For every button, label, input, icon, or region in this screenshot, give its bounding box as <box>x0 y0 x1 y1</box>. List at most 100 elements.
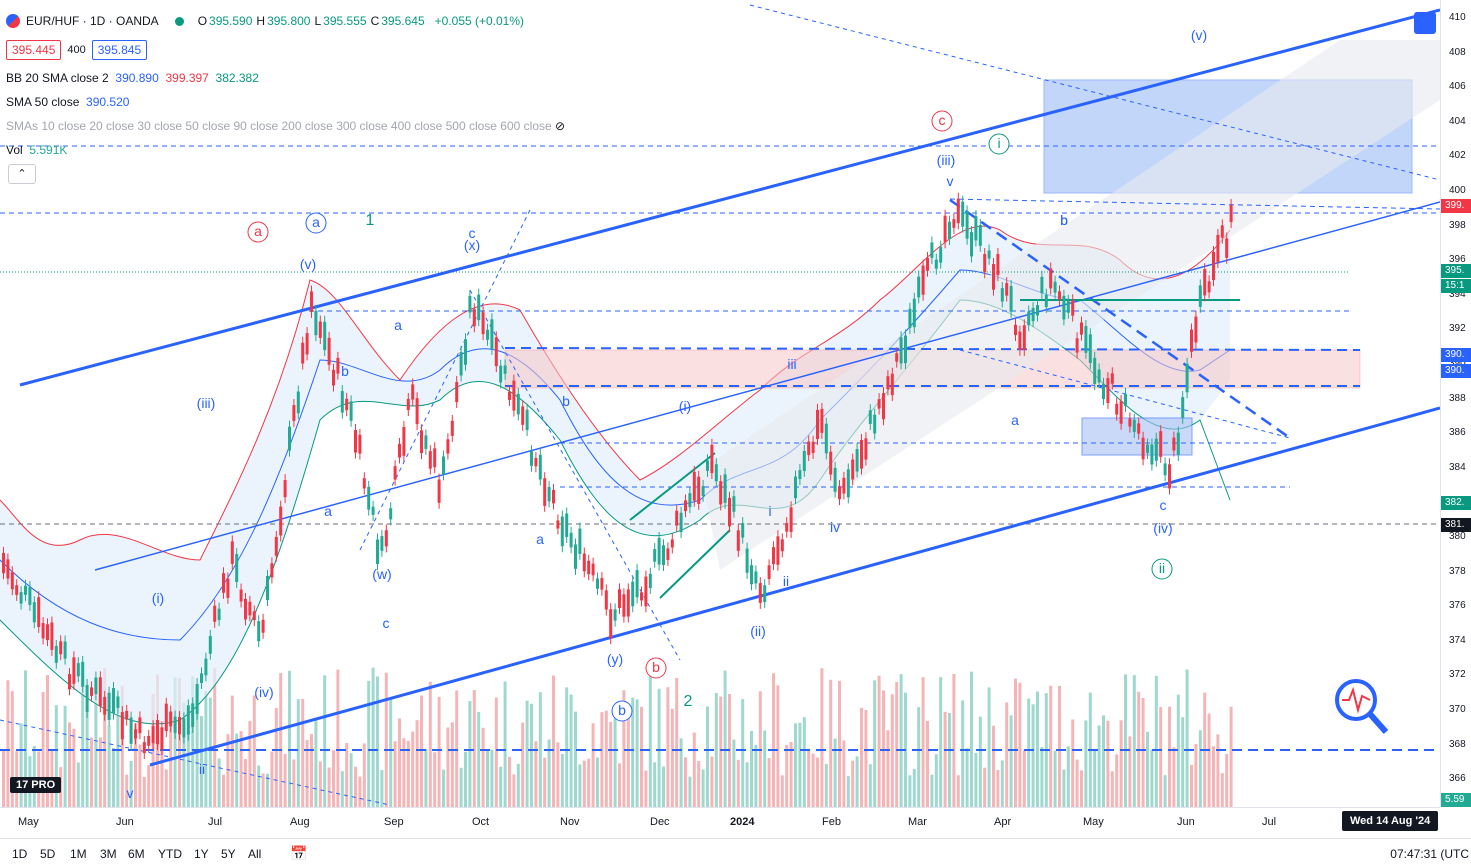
wave-label[interactable]: v <box>947 173 954 189</box>
range-1d[interactable]: 1D <box>12 847 28 861</box>
candle-body <box>1137 423 1141 434</box>
buy-button[interactable]: 395.845 <box>91 40 148 60</box>
candle-body <box>120 712 124 740</box>
wave-label[interactable]: b <box>341 363 349 379</box>
volume-bar <box>1014 678 1017 807</box>
wave-label[interactable]: (w) <box>372 566 391 582</box>
sell-button[interactable]: 395.445 <box>6 40 62 60</box>
wave-label[interactable]: b <box>562 393 570 409</box>
wave-label[interactable]: c <box>383 615 390 631</box>
candle-body <box>873 414 877 434</box>
range-5d[interactable]: 5D <box>40 847 56 861</box>
wave-label[interactable]: ii <box>1151 558 1173 580</box>
hidden-eye-icon[interactable]: ⊘ <box>555 119 566 133</box>
wave-label[interactable]: (x) <box>464 237 480 253</box>
wave-label[interactable]: ii <box>783 573 789 589</box>
svg-text:iv: iv <box>830 519 840 535</box>
clock[interactable]: 07:47:31 (UTC <box>1390 847 1469 861</box>
wave-label[interactable]: a <box>536 531 544 547</box>
wave-label[interactable]: (i) <box>152 590 164 606</box>
range-all[interactable]: All <box>248 847 262 861</box>
wave-label[interactable]: a <box>324 503 332 519</box>
range-6m[interactable]: 6M <box>128 847 145 861</box>
range-1y[interactable]: 1Y <box>194 847 209 861</box>
candle-body <box>266 576 269 601</box>
wave-label[interactable]: (y) <box>607 651 623 667</box>
wave-label[interactable]: 2 <box>684 693 693 710</box>
time-scale[interactable]: Wed 14 Aug '24 May Jun Jul Aug Sep Oct Nov Dec 2… <box>0 807 1440 836</box>
wave-label[interactable]: c <box>1160 497 1167 513</box>
candle-body <box>37 597 41 627</box>
wave-label[interactable]: b <box>611 700 633 722</box>
wave-label[interactable]: 1 <box>366 212 375 229</box>
volume-bar <box>798 722 802 807</box>
wave-label[interactable]: a <box>1011 412 1019 428</box>
range-5y[interactable]: 5Y <box>221 847 236 861</box>
price-tick: 378 <box>1449 565 1466 577</box>
volume-bar <box>481 727 485 807</box>
candle-body <box>631 581 635 607</box>
wave-label[interactable]: c <box>931 110 953 132</box>
candle-body <box>305 333 309 355</box>
volume-bar <box>1053 750 1057 807</box>
wave-label[interactable]: (iv) <box>1153 520 1172 536</box>
volume-bar <box>98 737 102 807</box>
wave-label[interactable]: (v) <box>1191 27 1207 43</box>
price-scale[interactable]: 410 408 406 404 402 400 398 396 394 392 390 388 386 3… <box>1440 0 1471 807</box>
indicator-bb[interactable]: BB 20 SMA close 2 390.890 399.397 382.38… <box>6 71 259 85</box>
wave-label[interactable]: c <box>469 225 476 241</box>
chart-pane[interactable]: a a 1 (v) c (x) a b (iii) b a (w) c (i) (iv) ii v b a (y) b b… <box>0 0 1440 807</box>
volume-bar <box>1194 743 1198 807</box>
wave-label[interactable]: (iv) <box>254 684 273 700</box>
fullscreen-button[interactable] <box>1414 12 1436 34</box>
volume-bar <box>134 723 137 807</box>
volume-bar <box>547 739 551 807</box>
wave-label[interactable]: b <box>645 657 667 679</box>
wave-label[interactable]: iv <box>830 519 840 535</box>
wave-label[interactable]: i <box>988 133 1010 155</box>
indicator-volume[interactable]: Vol 5.591K <box>6 143 67 157</box>
wave-label[interactable]: iii <box>787 356 796 372</box>
svg-text:b: b <box>562 393 570 409</box>
volume-bar <box>1124 674 1127 807</box>
date-range-icon[interactable]: 📅 <box>290 845 308 861</box>
symbol-name[interactable]: EUR/HUF · 1D · OANDA <box>26 14 159 28</box>
indicator-sma50[interactable]: SMA 50 close 390.520 <box>6 95 129 109</box>
wave-label[interactable]: (iii) <box>197 395 216 411</box>
wave-label[interactable]: a <box>305 212 327 234</box>
candle-body <box>455 381 459 403</box>
candle-body <box>107 692 111 720</box>
wave-label[interactable]: (iii) <box>937 152 956 168</box>
volume-bar <box>261 773 265 807</box>
volume-bar <box>213 668 217 807</box>
wave-label[interactable]: b <box>1060 212 1068 228</box>
indicator-smas[interactable]: SMAs 10 close 20 close 30 close 50 close… <box>6 119 565 133</box>
volume-bar <box>41 691 45 807</box>
candle-body <box>1102 383 1105 400</box>
wave-label[interactable]: a <box>247 221 269 243</box>
wave-label[interactable]: (v) <box>300 256 316 272</box>
candle-body <box>481 312 485 335</box>
analysis-search-icon[interactable] <box>1334 678 1390 736</box>
volume-bar <box>1106 720 1110 807</box>
wave-label[interactable]: v <box>127 785 134 801</box>
collapse-legend-button[interactable]: ⌃ <box>8 164 36 184</box>
volume-bar <box>138 744 142 807</box>
wave-label[interactable]: (ii) <box>750 623 766 639</box>
volume-bar <box>186 731 190 807</box>
candle-body <box>274 536 278 556</box>
candle-body <box>877 399 881 409</box>
wave-label[interactable]: a <box>394 317 402 333</box>
wave-label[interactable]: i <box>768 503 771 519</box>
volume-bar <box>160 737 164 807</box>
range-3m[interactable]: 3M <box>100 847 117 861</box>
range-1m[interactable]: 1M <box>70 847 87 861</box>
volume-bar <box>1075 759 1079 807</box>
range-ytd[interactable]: YTD <box>158 847 182 861</box>
wave-label[interactable]: (i) <box>679 398 691 414</box>
wave-label[interactable]: b <box>1060 212 1068 228</box>
candle-body <box>824 423 828 454</box>
wave-label[interactable]: ii <box>199 761 205 777</box>
volume-bar <box>578 764 582 807</box>
